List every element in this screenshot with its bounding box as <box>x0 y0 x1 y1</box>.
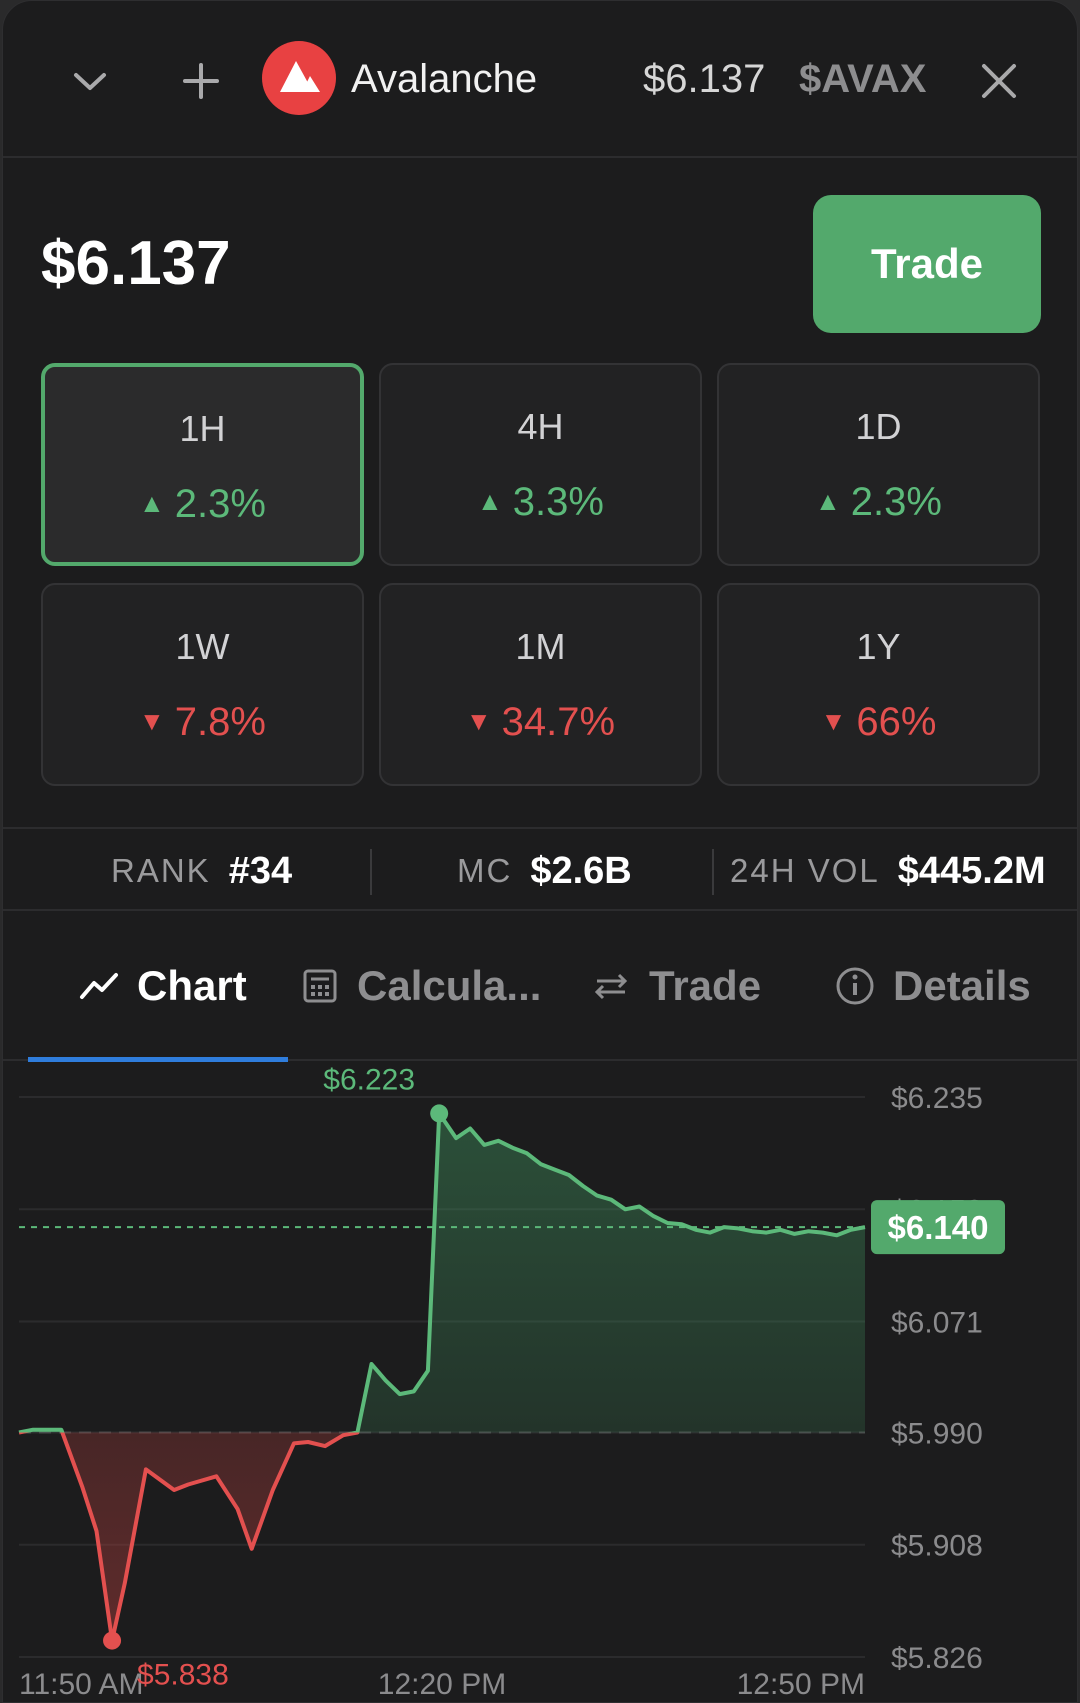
market-cap-stat: MC $2.6B <box>457 829 632 913</box>
y-tick-label: $6.071 <box>891 1307 983 1340</box>
timeframe-1h[interactable]: 1H ▲ 2.3% <box>41 363 364 566</box>
timeframe-label: 1M <box>515 626 566 667</box>
market-stats: RANK #34 MC $2.6B 24H VOL $445.2M <box>3 827 1077 913</box>
y-tick-label: $5.990 <box>891 1417 983 1450</box>
high-price-label: $6.223 <box>323 1063 415 1096</box>
close-icon[interactable] <box>971 53 1027 109</box>
chart-area <box>19 1113 865 1641</box>
triangle-down-icon: ▼ <box>820 706 847 737</box>
timeframe-change: ▲ 2.3% <box>815 480 942 524</box>
triangle-up-icon: ▲ <box>477 486 503 517</box>
price-chart-svg: $6.235$6.153$6.071$5.990$5.908$5.826 11:… <box>18 1063 1005 1701</box>
current-price-badge <box>871 1200 1005 1255</box>
rank-stat: RANK #34 <box>111 829 292 913</box>
y-axis-labels: $6.235$6.153$6.071$5.990$5.908$5.826 <box>891 1082 983 1675</box>
x-tick-label: 11:50 AM <box>19 1668 144 1701</box>
tab-details[interactable]: Details <box>835 913 1031 1059</box>
header-price: $6.137 <box>643 57 766 101</box>
x-tick-label: 12:50 PM <box>737 1668 865 1701</box>
timeframe-label: 4H <box>517 406 564 447</box>
chart-line <box>18 1111 866 1643</box>
y-tick-label: $5.826 <box>891 1642 983 1675</box>
area-below-baseline <box>19 1432 358 1641</box>
timeframe-1w[interactable]: 1W ▼ 7.8% <box>41 583 364 786</box>
stat-divider <box>712 849 714 895</box>
tab-calculator[interactable]: Calcula... <box>301 913 541 1059</box>
timeframe-label: 1Y <box>856 626 901 667</box>
coin-ticker: $AVAX <box>799 57 927 101</box>
plus-icon[interactable] <box>173 53 229 109</box>
low-price-label: $5.838 <box>137 1659 229 1692</box>
coin-name: Avalanche <box>351 57 538 101</box>
current-price: $6.137 <box>41 229 231 298</box>
swap-arrows-icon <box>594 973 628 1000</box>
rank-label: RANK <box>111 852 211 889</box>
info-icon <box>836 967 874 1005</box>
line-chart-icon <box>80 973 118 999</box>
chart-markers: $6.140 $6.223 $5.838 <box>19 1063 1005 1692</box>
timeframe-label: 1W <box>175 626 230 667</box>
series-line-up <box>18 1111 866 1433</box>
triangle-down-icon: ▼ <box>465 706 492 737</box>
triangle-down-icon: ▼ <box>139 706 165 737</box>
tab-bar: Chart Calcula... Trade Details <box>3 913 1077 1061</box>
vol-label: 24H VOL <box>730 852 880 889</box>
timeframe-1m[interactable]: 1M ▼ 34.7% <box>379 583 702 786</box>
tab-label: Calcula... <box>357 962 542 1009</box>
volume-stat: 24H VOL $445.2M <box>730 829 1046 913</box>
timeframe-1y[interactable]: 1Y ▼ 66% <box>717 583 1040 786</box>
tab-label: Trade <box>649 962 762 1009</box>
triangle-up-icon: ▲ <box>139 488 165 519</box>
timeframe-change: ▲ 3.3% <box>477 480 604 524</box>
stat-divider <box>370 849 372 895</box>
timeframe-1d[interactable]: 1D ▲ 2.3% <box>717 363 1040 566</box>
x-tick-label: 12:20 PM <box>378 1668 506 1701</box>
calculator-icon <box>303 969 337 1003</box>
mc-label: MC <box>457 852 513 889</box>
high-point <box>430 1104 449 1123</box>
price-chart[interactable]: $6.235$6.153$6.071$5.990$5.908$5.826 11:… <box>3 1061 1077 1702</box>
y-tick-label: $5.908 <box>891 1530 983 1563</box>
x-axis-labels: 11:50 AM 12:20 PM 12:50 PM <box>19 1668 865 1701</box>
rank-value: #34 <box>228 849 293 892</box>
panel-header: Avalanche $6.137 $AVAX <box>3 1 1077 158</box>
area-above-baseline <box>19 1113 865 1433</box>
vol-value: $445.2M <box>897 849 1046 892</box>
timeframe-label: 1D <box>855 406 902 447</box>
y-tick-label: $6.235 <box>891 1082 983 1115</box>
mc-value: $2.6B <box>530 849 632 892</box>
low-point <box>103 1631 122 1650</box>
trade-button[interactable]: Trade <box>813 195 1041 333</box>
current-price-label: $6.140 <box>888 1209 989 1246</box>
timeframe-change: ▼ 34.7% <box>465 700 616 744</box>
series-line-down <box>18 1432 360 1643</box>
avalanche-logo <box>262 41 336 115</box>
tab-trade[interactable]: Trade <box>591 913 761 1059</box>
active-tab-indicator <box>28 1057 288 1062</box>
tab-label: Details <box>893 962 1031 1009</box>
timeframe-change: ▼ 7.8% <box>139 700 266 744</box>
timeframe-change: ▲ 2.3% <box>139 482 266 526</box>
timeframe-label: 1H <box>179 408 226 449</box>
tab-chart[interactable]: Chart <box>79 913 247 1059</box>
timeframe-change: ▼ 66% <box>820 700 937 744</box>
chevron-down-icon[interactable] <box>65 56 115 106</box>
timeframe-4h[interactable]: 4H ▲ 3.3% <box>379 363 702 566</box>
triangle-up-icon: ▲ <box>815 486 841 517</box>
tab-label: Chart <box>137 962 247 1009</box>
